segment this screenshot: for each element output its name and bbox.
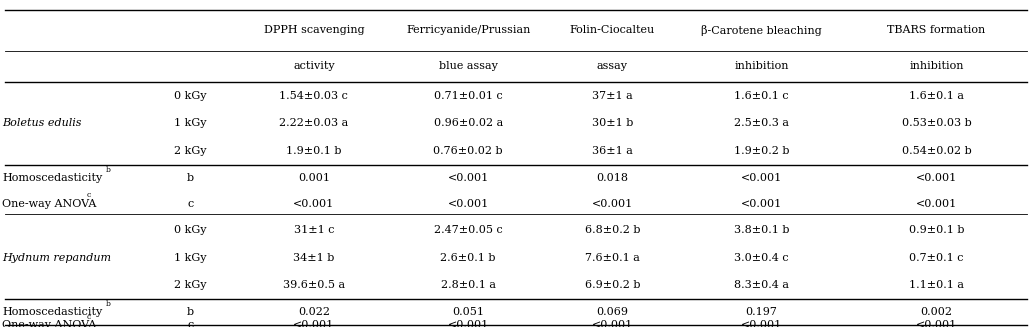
Text: Homoscedasticity: Homoscedasticity: [2, 173, 102, 183]
Text: DPPH scavenging: DPPH scavenging: [263, 25, 364, 35]
Text: Hydnum repandum: Hydnum repandum: [2, 252, 111, 263]
Text: 2.6±0.1 b: 2.6±0.1 b: [440, 252, 496, 263]
Text: 0 kGy: 0 kGy: [174, 225, 207, 235]
Text: 1.54±0.03 c: 1.54±0.03 c: [280, 91, 348, 101]
Text: 2 kGy: 2 kGy: [174, 280, 207, 290]
Text: 0.54±0.02 b: 0.54±0.02 b: [901, 146, 971, 156]
Text: 1.1±0.1 a: 1.1±0.1 a: [909, 280, 964, 290]
Text: 1 kGy: 1 kGy: [174, 118, 207, 129]
Text: 3.8±0.1 b: 3.8±0.1 b: [734, 225, 789, 235]
Text: inhibition: inhibition: [735, 61, 788, 71]
Text: 37±1 a: 37±1 a: [592, 91, 633, 101]
Text: b: b: [187, 173, 193, 183]
Text: Boletus edulis: Boletus edulis: [2, 118, 81, 129]
Text: 2.8±0.1 a: 2.8±0.1 a: [440, 280, 496, 290]
Text: b: b: [187, 307, 193, 317]
Text: 2.22±0.03 a: 2.22±0.03 a: [279, 118, 349, 129]
Text: 1.6±0.1 c: 1.6±0.1 c: [734, 91, 789, 101]
Text: 34±1 b: 34±1 b: [293, 252, 334, 263]
Text: <0.001: <0.001: [916, 173, 957, 183]
Text: 1.9±0.1 b: 1.9±0.1 b: [286, 146, 342, 156]
Text: <0.001: <0.001: [741, 198, 782, 209]
Text: Ferricyanide/Prussian: Ferricyanide/Prussian: [406, 25, 530, 35]
Text: <0.001: <0.001: [916, 320, 957, 327]
Text: Homoscedasticity: Homoscedasticity: [2, 307, 102, 317]
Text: One-way ANOVA: One-way ANOVA: [2, 320, 97, 327]
Text: 0.71±0.01 c: 0.71±0.01 c: [434, 91, 502, 101]
Text: 0.197: 0.197: [746, 307, 777, 317]
Text: 2 kGy: 2 kGy: [174, 146, 207, 156]
Text: activity: activity: [293, 61, 334, 71]
Text: 0.96±0.02 a: 0.96±0.02 a: [433, 118, 503, 129]
Text: 2.47±0.05 c: 2.47±0.05 c: [434, 225, 502, 235]
Text: β-Carotene bleaching: β-Carotene bleaching: [701, 25, 822, 36]
Text: 1.6±0.1 a: 1.6±0.1 a: [909, 91, 964, 101]
Text: <0.001: <0.001: [448, 198, 489, 209]
Text: 6.8±0.2 b: 6.8±0.2 b: [584, 225, 640, 235]
Text: c: c: [187, 198, 193, 209]
Text: <0.001: <0.001: [592, 198, 633, 209]
Text: <0.001: <0.001: [293, 320, 334, 327]
Text: b: b: [106, 300, 111, 308]
Text: 0.022: 0.022: [297, 307, 330, 317]
Text: <0.001: <0.001: [592, 320, 633, 327]
Text: 0.002: 0.002: [920, 307, 953, 317]
Text: <0.001: <0.001: [741, 320, 782, 327]
Text: 7.6±0.1 a: 7.6±0.1 a: [584, 252, 640, 263]
Text: Folin-Ciocalteu: Folin-Ciocalteu: [570, 25, 654, 35]
Text: 0 kGy: 0 kGy: [174, 91, 207, 101]
Text: 0.9±0.1 b: 0.9±0.1 b: [909, 225, 964, 235]
Text: c: c: [86, 191, 91, 199]
Text: <0.001: <0.001: [741, 173, 782, 183]
Text: 31±1 c: 31±1 c: [293, 225, 334, 235]
Text: One-way ANOVA: One-way ANOVA: [2, 198, 97, 209]
Text: <0.001: <0.001: [916, 198, 957, 209]
Text: 3.0±0.4 c: 3.0±0.4 c: [734, 252, 789, 263]
Text: 0.76±0.02 b: 0.76±0.02 b: [433, 146, 503, 156]
Text: b: b: [106, 166, 111, 174]
Text: 36±1 a: 36±1 a: [592, 146, 633, 156]
Text: inhibition: inhibition: [910, 61, 963, 71]
Text: c: c: [86, 313, 91, 321]
Text: 0.018: 0.018: [596, 173, 629, 183]
Text: c: c: [187, 320, 193, 327]
Text: 0.7±0.1 c: 0.7±0.1 c: [910, 252, 963, 263]
Text: blue assay: blue assay: [438, 61, 498, 71]
Text: 39.6±0.5 a: 39.6±0.5 a: [283, 280, 345, 290]
Text: 0.53±0.03 b: 0.53±0.03 b: [901, 118, 971, 129]
Text: assay: assay: [597, 61, 628, 71]
Text: 1.9±0.2 b: 1.9±0.2 b: [734, 146, 789, 156]
Text: 0.001: 0.001: [297, 173, 330, 183]
Text: 30±1 b: 30±1 b: [592, 118, 633, 129]
Text: 0.069: 0.069: [596, 307, 629, 317]
Text: <0.001: <0.001: [293, 198, 334, 209]
Text: 8.3±0.4 a: 8.3±0.4 a: [734, 280, 789, 290]
Text: 6.9±0.2 b: 6.9±0.2 b: [584, 280, 640, 290]
Text: TBARS formation: TBARS formation: [887, 25, 986, 35]
Text: 2.5±0.3 a: 2.5±0.3 a: [734, 118, 789, 129]
Text: <0.001: <0.001: [448, 320, 489, 327]
Text: 0.051: 0.051: [452, 307, 485, 317]
Text: <0.001: <0.001: [448, 173, 489, 183]
Text: 1 kGy: 1 kGy: [174, 252, 207, 263]
